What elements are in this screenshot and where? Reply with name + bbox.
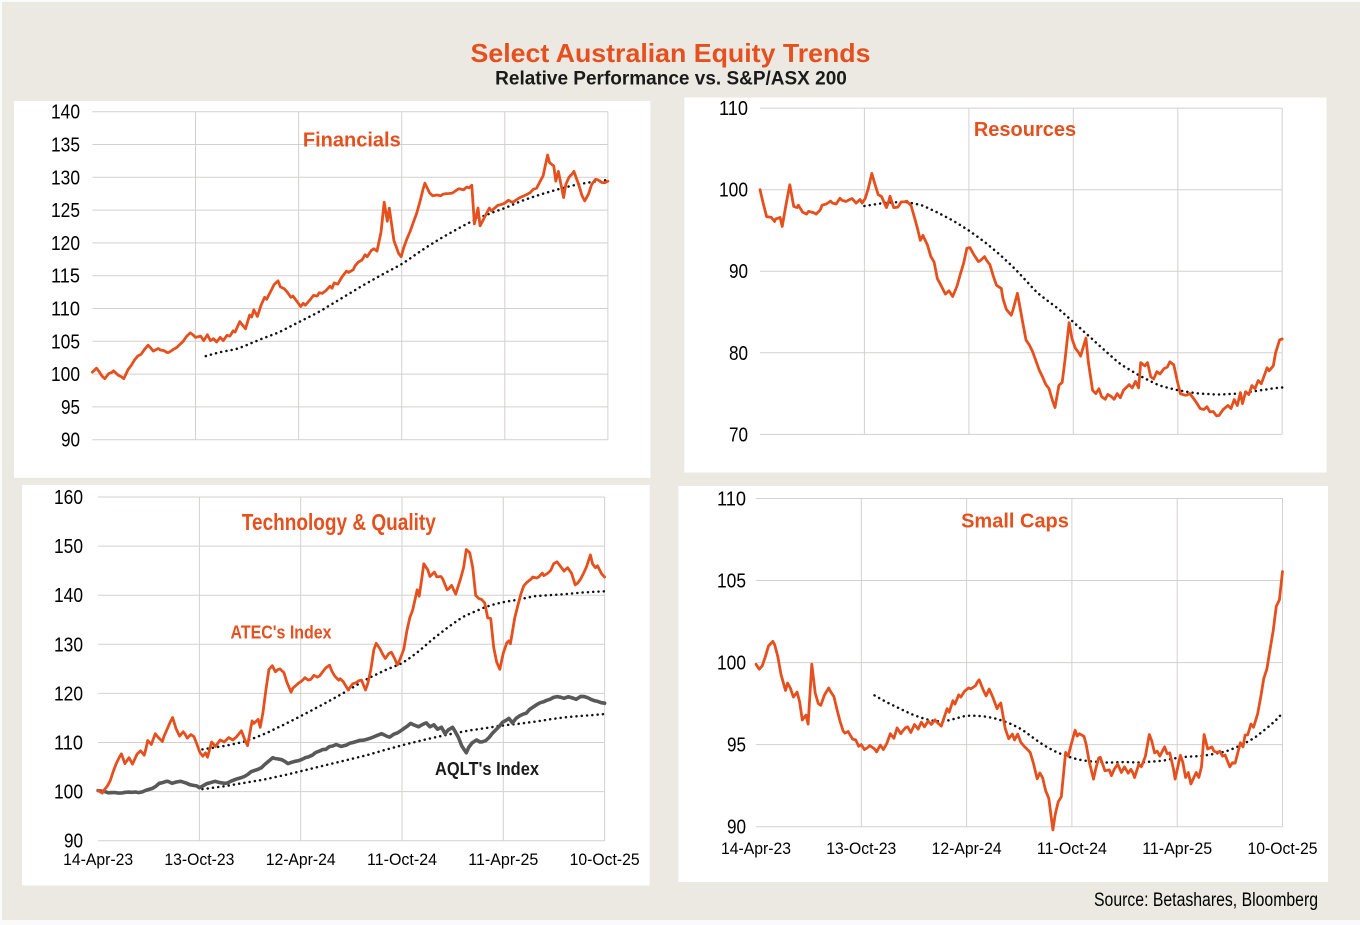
svg-text:130: 130 [51, 167, 80, 189]
svg-text:140: 140 [51, 102, 80, 124]
svg-text:11-Oct-24: 11-Oct-24 [1037, 839, 1107, 858]
svg-text:90: 90 [729, 261, 748, 283]
svg-text:14-Apr-23: 14-Apr-23 [63, 850, 133, 869]
svg-text:11-Oct-24: 11-Oct-24 [367, 850, 437, 869]
svg-text:11-Apr-25: 11-Apr-25 [468, 850, 538, 869]
svg-text:10-Oct-25: 10-Oct-25 [1248, 839, 1318, 858]
svg-text:95: 95 [727, 735, 746, 757]
svg-text:14-Apr-23: 14-Apr-23 [721, 839, 791, 858]
svg-text:110: 110 [54, 733, 83, 755]
svg-text:13-Oct-23: 13-Oct-23 [164, 850, 234, 869]
svg-text:110: 110 [717, 489, 746, 511]
svg-text:95: 95 [61, 397, 80, 419]
svg-text:12-Apr-24: 12-Apr-24 [266, 850, 336, 869]
svg-text:100: 100 [54, 782, 83, 804]
svg-text:90: 90 [64, 831, 83, 853]
svg-text:100: 100 [51, 364, 80, 386]
svg-text:Financials: Financials [303, 130, 401, 152]
svg-text:Relative Performance vs. S&P/A: Relative Performance vs. S&P/ASX 200 [495, 69, 847, 90]
svg-text:Source: Betashares, Bloomberg: Source: Betashares, Bloomberg [1094, 890, 1318, 911]
svg-text:Technology & Quality: Technology & Quality [242, 509, 436, 535]
svg-text:130: 130 [54, 634, 83, 656]
svg-text:160: 160 [54, 487, 83, 509]
svg-text:10-Oct-25: 10-Oct-25 [570, 850, 640, 869]
svg-text:12-Apr-24: 12-Apr-24 [932, 839, 1002, 858]
svg-text:90: 90 [727, 817, 746, 839]
svg-text:150: 150 [54, 536, 83, 558]
svg-text:ATEC's Index: ATEC's Index [231, 623, 332, 643]
svg-text:125: 125 [51, 200, 80, 222]
svg-text:115: 115 [51, 266, 80, 288]
svg-text:140: 140 [54, 585, 83, 607]
svg-text:80: 80 [729, 343, 748, 365]
svg-text:120: 120 [54, 683, 83, 705]
svg-text:13-Oct-23: 13-Oct-23 [826, 839, 896, 858]
svg-text:105: 105 [51, 331, 80, 353]
svg-text:Select Australian Equity Trend: Select Australian Equity Trends [471, 38, 871, 68]
svg-text:100: 100 [719, 180, 748, 202]
svg-text:120: 120 [51, 233, 80, 255]
svg-text:105: 105 [717, 571, 746, 593]
svg-text:100: 100 [717, 653, 746, 675]
svg-text:110: 110 [719, 98, 748, 120]
svg-text:135: 135 [51, 135, 80, 157]
svg-text:Resources: Resources [974, 119, 1076, 141]
svg-text:110: 110 [51, 299, 80, 321]
svg-text:70: 70 [729, 424, 748, 446]
svg-text:11-Apr-25: 11-Apr-25 [1142, 839, 1212, 858]
svg-text:AQLT's Index: AQLT's Index [435, 759, 539, 779]
svg-text:90: 90 [61, 430, 80, 452]
svg-text:Small Caps: Small Caps [961, 511, 1069, 533]
